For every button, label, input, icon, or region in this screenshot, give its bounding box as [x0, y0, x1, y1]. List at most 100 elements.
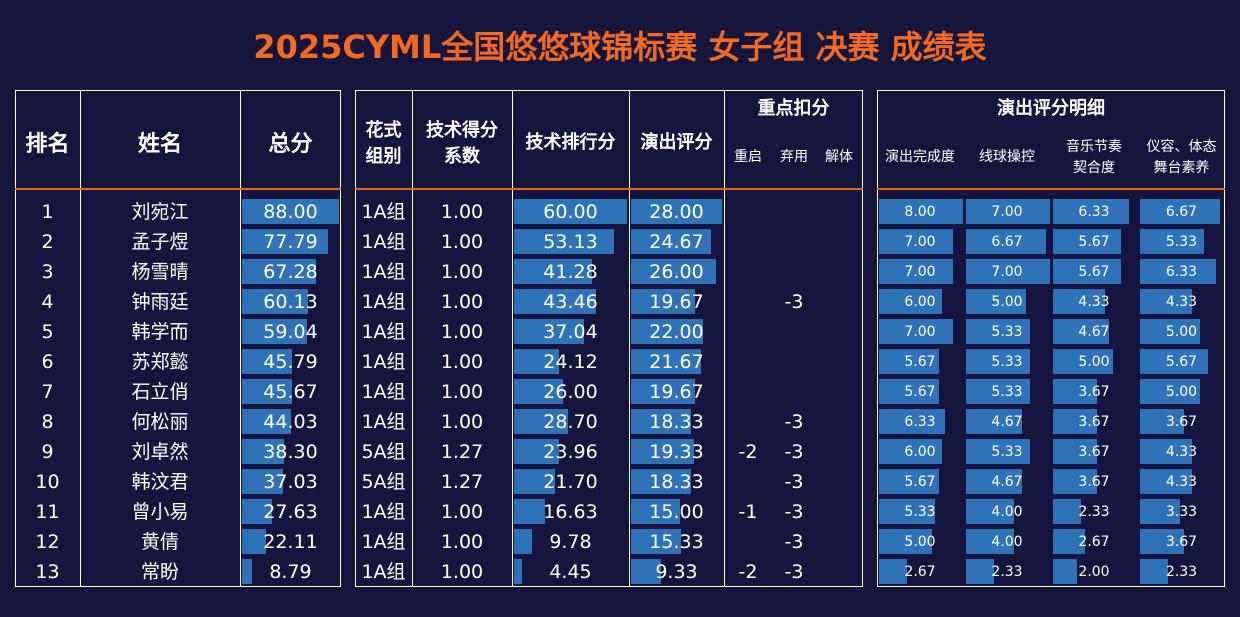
header-abandon: 弃用 — [780, 149, 808, 165]
tech-value: 37.04 — [543, 321, 598, 343]
posture-bar — [1140, 529, 1185, 554]
control-bar — [966, 349, 1030, 374]
group-cell: 5A组 — [361, 471, 406, 493]
untie-cell — [818, 407, 860, 437]
music-bar — [1053, 409, 1098, 434]
header-coef-line2: 系数 — [444, 146, 480, 167]
completion-value: 7.00 — [904, 324, 936, 340]
perf-value: 19.33 — [649, 441, 704, 463]
perf-bar — [631, 199, 722, 224]
music-bar — [1053, 559, 1077, 584]
control-value: 6.67 — [991, 234, 1023, 250]
total-bar — [242, 409, 291, 434]
coef-cell: 1.00 — [440, 531, 484, 553]
music-value: 3.67 — [1078, 414, 1110, 430]
header-deduct: 重点扣分 — [757, 98, 830, 119]
tech-bar — [514, 319, 584, 344]
control-bar — [966, 229, 1047, 254]
posture-value: 3.33 — [1165, 504, 1198, 520]
perf-bar — [631, 319, 703, 344]
untie-cell — [818, 317, 860, 347]
column-divider — [80, 90, 81, 587]
group-cell: 1A组 — [361, 231, 406, 253]
perf-bar — [631, 529, 681, 554]
rank-cell: 1 — [41, 201, 54, 223]
completion-bar — [879, 379, 939, 404]
total-value: 88.00 — [263, 201, 318, 223]
completion-bar — [879, 349, 939, 374]
header-group-line1: 花式 — [365, 120, 402, 141]
restart-cell — [727, 197, 769, 227]
posture-bar — [1140, 259, 1216, 284]
name-cell: 刘卓然 — [131, 441, 189, 463]
restart-cell: -2 — [738, 561, 758, 583]
rank-cell: 6 — [41, 351, 54, 373]
posture-bar — [1140, 199, 1221, 224]
posture-bar — [1140, 499, 1180, 524]
restart-cell — [727, 377, 769, 407]
name-cell: 韩汶君 — [131, 471, 189, 493]
restart-cell — [727, 317, 769, 347]
tech-bar — [514, 409, 569, 434]
group-cell: 1A组 — [361, 561, 406, 583]
completion-value: 8.00 — [904, 204, 936, 220]
posture-bar — [1140, 349, 1209, 374]
control-value: 5.33 — [991, 324, 1023, 340]
header-rank: 排名 — [25, 132, 70, 157]
control-bar — [966, 409, 1023, 434]
total-value: 77.79 — [263, 231, 318, 253]
group-cell: 1A组 — [361, 291, 406, 313]
total-value: 44.03 — [263, 411, 318, 433]
control-value: 4.00 — [991, 534, 1023, 550]
total-bar — [242, 259, 317, 284]
column-divider — [629, 90, 630, 587]
abandon-cell — [773, 257, 815, 287]
perf-bar — [631, 439, 694, 464]
posture-value: 6.67 — [1165, 204, 1198, 220]
perf-value: 18.33 — [649, 471, 704, 493]
posture-bar — [1140, 439, 1192, 464]
music-bar — [1053, 499, 1081, 524]
tech-bar — [514, 439, 560, 464]
perf-value: 9.33 — [655, 561, 698, 583]
name-cell: 何松丽 — [131, 411, 189, 433]
completion-bar — [879, 529, 932, 554]
rank-cell: 13 — [35, 561, 60, 583]
page-title: 2025CYML全国悠悠球锦标赛 女子组 决赛 成绩表 — [253, 28, 987, 66]
untie-cell — [818, 527, 860, 557]
music-bar — [1053, 199, 1129, 224]
restart-cell: -2 — [738, 441, 758, 463]
music-bar — [1053, 229, 1122, 254]
tech-value: 21.70 — [543, 471, 598, 493]
tech-bar — [514, 469, 555, 494]
control-bar — [966, 559, 994, 584]
tech-value: 26.00 — [543, 381, 598, 403]
total-value: 59.04 — [263, 321, 318, 343]
column-divider — [240, 90, 241, 587]
posture-bar — [1140, 379, 1200, 404]
tech-bar — [514, 259, 592, 284]
music-value: 3.67 — [1078, 384, 1110, 400]
abandon-cell — [773, 317, 815, 347]
total-bar — [242, 439, 285, 464]
tech-value: 24.12 — [543, 351, 598, 373]
control-bar — [966, 439, 1030, 464]
total-value: 45.79 — [263, 351, 318, 373]
control-value: 4.00 — [991, 504, 1023, 520]
control-value: 4.67 — [991, 474, 1023, 490]
perf-value: 24.67 — [649, 231, 704, 253]
completion-value: 6.33 — [904, 414, 936, 430]
completion-bar — [879, 199, 963, 224]
group-cell: 1A组 — [361, 351, 406, 373]
group-cell: 1A组 — [361, 261, 406, 283]
untie-cell — [818, 377, 860, 407]
posture-bar — [1140, 559, 1168, 584]
untie-cell — [818, 227, 860, 257]
music-value: 3.67 — [1078, 474, 1110, 490]
completion-bar — [879, 319, 953, 344]
music-bar — [1053, 289, 1105, 314]
restart-cell — [727, 467, 769, 497]
coef-cell: 1.00 — [440, 201, 484, 223]
untie-cell — [818, 287, 860, 317]
tech-value: 60.00 — [543, 201, 598, 223]
